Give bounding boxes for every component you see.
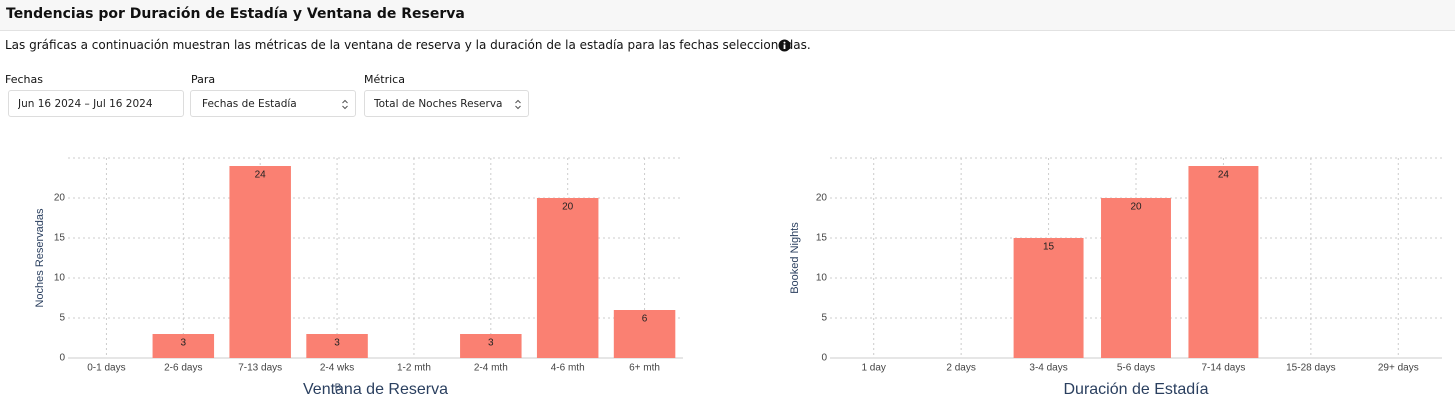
y-tick-label: 0	[59, 353, 65, 364]
x-tick-label: 15-28 days	[1286, 363, 1335, 374]
filter-label: Para	[191, 73, 216, 86]
bar-label: 6	[642, 314, 648, 325]
y-tick-label: 5	[821, 313, 827, 324]
x-tick-label: 29+ days	[1378, 363, 1419, 374]
filter-label: Métrica	[364, 73, 405, 86]
bar-label: 3	[488, 338, 494, 349]
x-axis-title: Duración de Estadía	[1064, 381, 1209, 398]
bar	[460, 334, 522, 358]
x-tick-label: 4-6 mth	[551, 363, 585, 374]
bar-label: 3	[334, 338, 340, 349]
x-axis-title: Ventana de Reserva	[303, 381, 448, 398]
description: Las gráficas a continuación muestran las…	[5, 38, 811, 52]
x-tick-label: 6+ mth	[629, 363, 660, 374]
bar-label: 3	[181, 338, 187, 349]
header: Tendencias por Duración de Estadía y Ven…	[0, 0, 1455, 31]
x-tick-label: 2-4 mth	[474, 363, 508, 374]
x-tick-label: 3-4 days	[1029, 363, 1067, 374]
x-tick-label: 5-6 days	[1117, 363, 1155, 374]
x-tick-label: 2-4 wks	[320, 363, 354, 374]
x-tick-label: 1 day	[861, 363, 885, 374]
bar	[229, 166, 291, 358]
y-tick-label: 15	[54, 233, 66, 244]
bar-label: 24	[255, 170, 267, 181]
x-tick-label: 0-1 days	[87, 363, 125, 374]
x-tick-label: 7-13 days	[238, 363, 282, 374]
y-tick-label: 20	[54, 193, 66, 204]
bar	[1013, 238, 1084, 358]
filter-value: Fechas de Estadía	[202, 98, 297, 110]
y-axis-title: Booked Nights	[789, 222, 801, 294]
x-tick-label: 2-6 days	[164, 363, 202, 374]
bar-label: 24	[1218, 170, 1230, 181]
x-tick-label: 1-2 mth	[397, 363, 431, 374]
bar	[613, 310, 676, 358]
annotation: B	[335, 383, 342, 394]
y-tick-label: 0	[821, 353, 827, 364]
y-tick-label: 10	[54, 273, 66, 284]
bar-label: 15	[1043, 242, 1055, 253]
filter-label: Fechas	[5, 73, 43, 86]
select[interactable]: Total de Noches Reservadas	[364, 90, 529, 117]
bar-label: 20	[562, 202, 574, 213]
bar	[1188, 166, 1259, 358]
select[interactable]: Fechas de Estadía	[190, 90, 356, 117]
bar	[536, 198, 599, 358]
bar	[306, 334, 368, 358]
y-tick-label: 5	[59, 313, 65, 324]
header-title: Tendencias por Duración de Estadía y Ven…	[6, 6, 465, 22]
filter-value: Jun 16 2024 – Jul 16 2024	[18, 98, 153, 110]
bar	[152, 334, 215, 358]
info-icon[interactable]	[778, 39, 791, 52]
y-tick-label: 15	[816, 233, 828, 244]
filter-value: Total de Noches Reservadas	[374, 98, 502, 110]
x-tick-label: 7-14 days	[1201, 363, 1245, 374]
bar-label: 20	[1130, 202, 1142, 213]
x-tick-label: 2 days	[946, 363, 975, 374]
bar	[1101, 198, 1171, 358]
y-tick-label: 20	[816, 193, 828, 204]
y-axis-title: Noches Reservadas	[34, 208, 46, 308]
date-range-input[interactable]: Jun 16 2024 – Jul 16 2024	[8, 90, 184, 117]
y-tick-label: 10	[816, 273, 828, 284]
